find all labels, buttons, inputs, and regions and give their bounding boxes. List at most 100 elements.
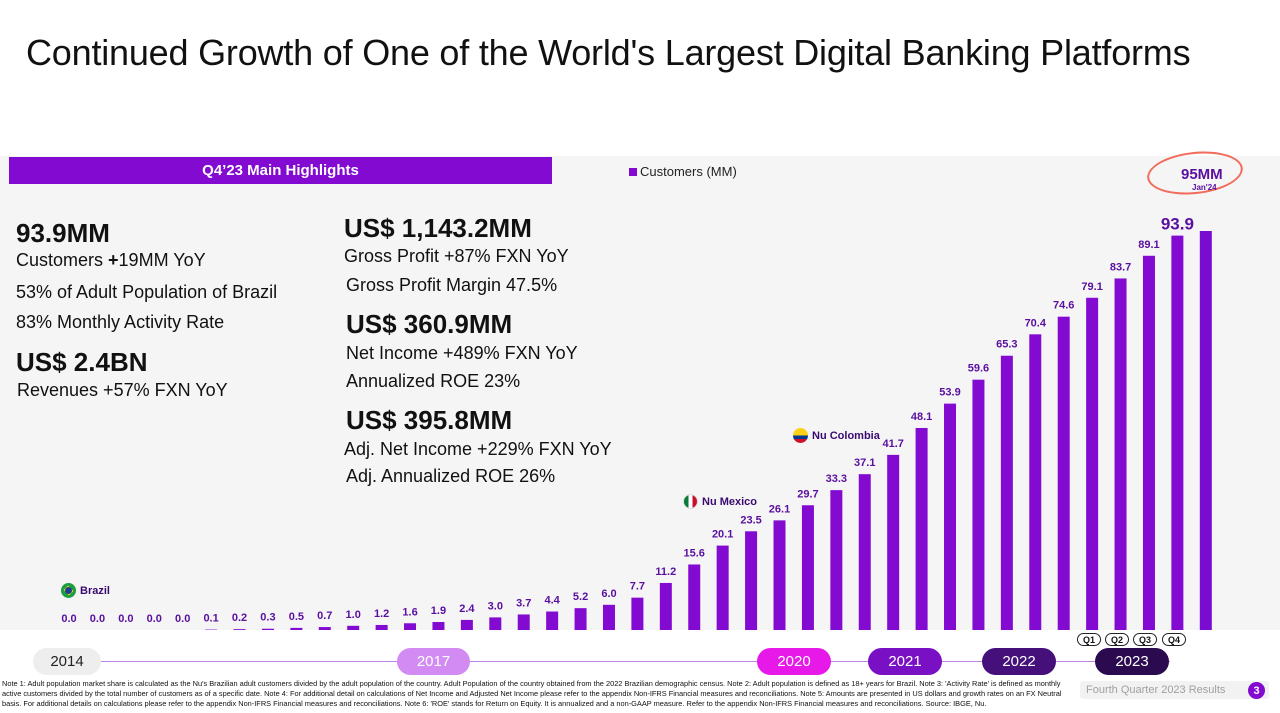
- brazil-flag-icon: [61, 583, 76, 598]
- bar-label-10: 1.0: [346, 609, 361, 621]
- bar-7: [261, 628, 274, 630]
- bar-label-8: 0.5: [289, 611, 304, 623]
- quarter-q2: Q2: [1105, 633, 1129, 646]
- customers-yoy-prefix: Customers: [16, 250, 109, 270]
- year-2014: 2014: [33, 648, 101, 675]
- bar-32: [972, 379, 985, 630]
- bar-label-24: 23.5: [740, 514, 761, 526]
- bar-31: [944, 403, 957, 630]
- bar-25: [773, 520, 786, 630]
- bar-label-7: 0.3: [260, 612, 275, 624]
- jan24-callout: 95MM Jan'24: [1145, 147, 1247, 199]
- bar-label-39: 93.9: [1161, 215, 1194, 234]
- bar-8: [290, 627, 303, 630]
- adj-net-income-value: US$ 395.8MM: [346, 405, 513, 435]
- bar-label-35: 74.6: [1053, 300, 1074, 312]
- bar-22: [688, 564, 701, 630]
- marker-colombia-label: Nu Colombia: [812, 429, 880, 442]
- adj-net-income-growth: Adj. Net Income +229% FXN YoY: [344, 439, 612, 459]
- bar-label-33: 65.3: [996, 339, 1017, 351]
- annualized-roe: Annualized ROE 23%: [346, 371, 521, 391]
- year-2022: 2022: [982, 648, 1056, 675]
- legend-label: Customers (MM): [640, 164, 737, 179]
- year-2017: 2017: [397, 648, 470, 675]
- bar-label-0: 0.0: [61, 613, 76, 625]
- bar-17: [546, 611, 559, 630]
- bar-9: [318, 627, 331, 630]
- marker-colombia: Nu Colombia: [793, 428, 880, 443]
- customers-value: 93.9MM: [16, 218, 110, 248]
- page-number: 3: [1248, 682, 1265, 699]
- bar-label-22: 15.6: [684, 547, 705, 559]
- customers-yoy-plus: +: [108, 250, 119, 270]
- customers-bar-chart: 0.0 0.0 0.0 0.0 0.0 0.1 0.2 0.3 0.5 0.7 1.0 1.2 1.6 1…: [61, 215, 1212, 630]
- bar-label-14: 2.4: [459, 603, 475, 615]
- mexico-flag-icon: [683, 494, 698, 509]
- bar-36: [1086, 297, 1099, 630]
- net-income-value: US$ 360.9MM: [346, 309, 513, 339]
- bar-label-15: 3.0: [488, 600, 503, 612]
- bar-label-9: 0.7: [317, 610, 332, 622]
- bar-label-38: 89.1: [1138, 239, 1159, 251]
- customers-yoy: Customers +19MM YoY: [16, 250, 206, 271]
- quarter-q3: Q3: [1133, 633, 1157, 646]
- bar-26: [801, 505, 814, 630]
- chart-legend: Customers (MM): [629, 164, 737, 179]
- bar-6: [233, 629, 246, 630]
- year-2021: 2021: [868, 648, 942, 675]
- bar-23: [716, 545, 729, 630]
- gross-profit-growth: Gross Profit +87% FXN YoY: [344, 246, 569, 266]
- bar-label-13: 1.9: [431, 605, 446, 617]
- legend-swatch: [629, 167, 637, 176]
- revenue-growth: Revenues +57% FXN YoY: [17, 380, 228, 400]
- bar-label-29: 41.7: [882, 438, 903, 450]
- bar-label-21: 11.2: [655, 566, 676, 578]
- customers-yoy-rest: 19MM YoY: [118, 250, 206, 270]
- bar-label-11: 1.2: [374, 608, 389, 620]
- bar-label-12: 1.6: [402, 606, 417, 618]
- bar-13: [432, 622, 445, 630]
- quarter-q1: Q1: [1077, 633, 1101, 646]
- bar-label-25: 26.1: [769, 503, 790, 515]
- bar-label-28: 37.1: [854, 457, 875, 469]
- bar-30: [915, 427, 928, 630]
- bar-15: [489, 617, 502, 630]
- footer-label: Fourth Quarter 2023 Results: [1080, 681, 1269, 699]
- bar-label-32: 59.6: [968, 363, 989, 375]
- marker-brazil: Brazil: [61, 583, 110, 598]
- net-income-growth: Net Income +489% FXN YoY: [346, 343, 578, 363]
- marker-brazil-label: Brazil: [80, 584, 110, 597]
- bar-label-36: 79.1: [1081, 281, 1102, 293]
- bar-label-30: 48.1: [911, 411, 932, 423]
- bar-label-4: 0.0: [175, 613, 190, 625]
- gross-profit-margin: Gross Profit Margin 47.5%: [346, 275, 558, 295]
- bar-label-17: 4.4: [544, 595, 560, 607]
- bar-label-18: 5.2: [573, 591, 588, 603]
- bar-14: [460, 619, 473, 630]
- bar-label-27: 33.3: [826, 473, 847, 485]
- adult-population: 53% of Adult Population of Brazil: [16, 282, 278, 302]
- bar-label-20: 7.7: [630, 581, 645, 593]
- bar-24: [745, 531, 758, 630]
- bar-11: [375, 624, 388, 630]
- bar-28: [858, 474, 871, 630]
- bar-label-37: 83.7: [1110, 261, 1131, 273]
- bar-label-23: 20.1: [712, 529, 733, 541]
- gross-profit-value: US$ 1,143.2MM: [344, 213, 532, 243]
- bar-21: [659, 582, 672, 630]
- bar-19: [602, 604, 615, 630]
- bar-27: [830, 490, 843, 630]
- footnotes: Note 1: Adult population market share is…: [2, 679, 1062, 708]
- callout-value: 95MM: [1181, 166, 1223, 183]
- bar-label-31: 53.9: [939, 387, 960, 399]
- bar-10: [347, 625, 360, 630]
- bar-label-26: 29.7: [797, 488, 818, 500]
- bar-37: [1114, 278, 1127, 630]
- year-2020: 2020: [757, 648, 831, 675]
- bar-12: [404, 623, 417, 630]
- callout-date: Jan'24: [1192, 183, 1217, 192]
- year-2023: 2023: [1095, 648, 1169, 675]
- bar-label-3: 0.0: [147, 613, 162, 625]
- bar-35: [1057, 316, 1070, 630]
- bar-16: [517, 614, 530, 630]
